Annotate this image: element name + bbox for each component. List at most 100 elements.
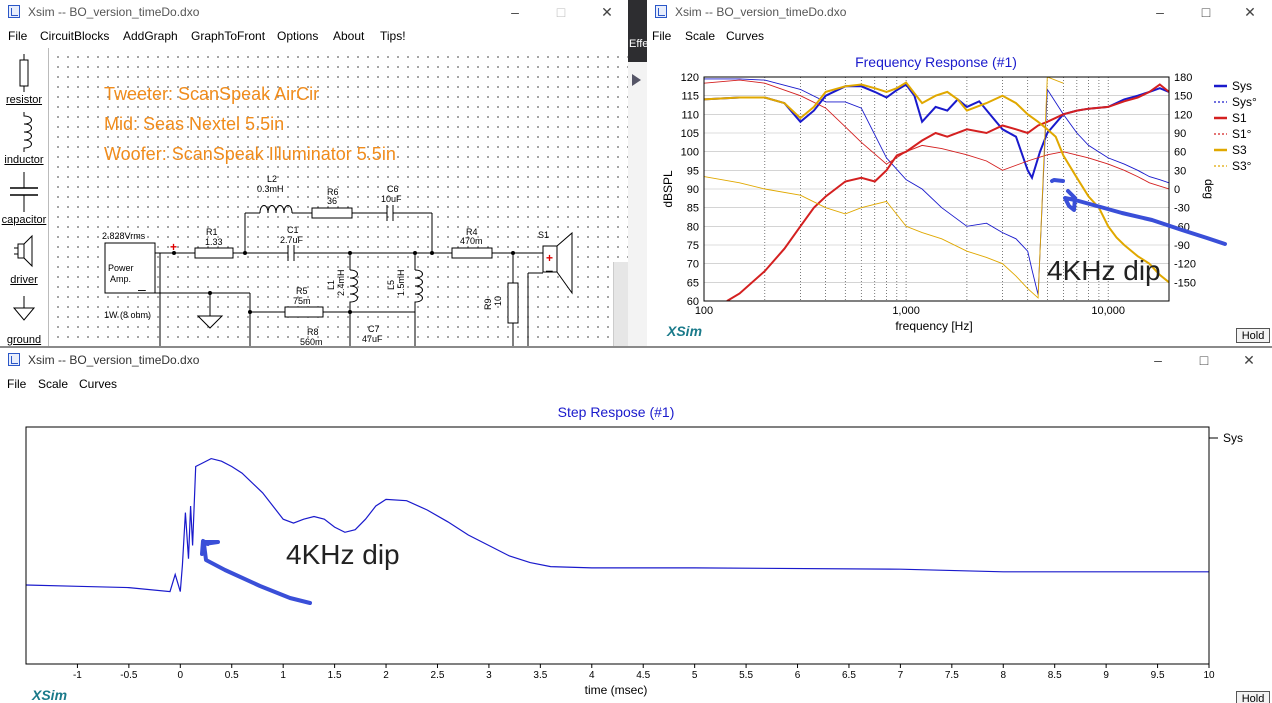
power-amp[interactable] bbox=[104, 242, 156, 294]
x-tick-label: 6.5 bbox=[842, 670, 856, 681]
label-c1-value: 2.7uF bbox=[280, 235, 304, 245]
tool-driver[interactable]: driver bbox=[0, 232, 48, 292]
maximize-button[interactable]: □ bbox=[1199, 352, 1209, 368]
maximize-button[interactable]: □ bbox=[556, 4, 566, 20]
close-button[interactable]: ✕ bbox=[1243, 352, 1255, 368]
x-tick-label: 7.5 bbox=[945, 670, 959, 681]
menu-options[interactable]: Options bbox=[277, 29, 319, 43]
resistor-r5[interactable] bbox=[284, 306, 324, 318]
x-tick-label: -0.5 bbox=[120, 670, 138, 681]
tool-capacitor-label: capacitor bbox=[1, 214, 47, 226]
resistor-r9[interactable] bbox=[507, 282, 519, 324]
schematic-window: Xsim -- BO_version_timeDo.dxo – □ ✕ File… bbox=[0, 0, 628, 346]
tool-ground[interactable]: ground bbox=[0, 292, 48, 346]
x-tick-label: 8.5 bbox=[1048, 670, 1062, 681]
tool-inductor-label: inductor bbox=[4, 154, 44, 166]
label-c7-value: 47uF bbox=[362, 334, 383, 344]
menu-graphtofront[interactable]: GraphToFront bbox=[191, 29, 266, 43]
frequency-menubar: File Scale Curves bbox=[647, 24, 1272, 48]
x-tick-label: 10,000 bbox=[1091, 305, 1125, 317]
x-tick-label: -1 bbox=[73, 670, 82, 681]
x-tick-label: 9.5 bbox=[1151, 670, 1165, 681]
plot-frame bbox=[703, 76, 1170, 302]
label-l2-name: L2 bbox=[267, 174, 277, 184]
close-button[interactable]: ✕ bbox=[1244, 4, 1256, 20]
canvas-scrollbar[interactable] bbox=[613, 262, 628, 346]
resistor-icon bbox=[19, 54, 29, 92]
label-l5-name: L5 bbox=[386, 280, 396, 290]
maximize-button[interactable]: □ bbox=[1201, 4, 1211, 20]
label-c7-name: C7 bbox=[368, 324, 380, 334]
tool-inductor[interactable]: inductor bbox=[0, 112, 48, 172]
resistor-r6[interactable] bbox=[311, 207, 353, 219]
label-r9-value: 10 bbox=[493, 296, 503, 306]
minimize-button[interactable]: – bbox=[1154, 352, 1162, 368]
x-tick-label: 9 bbox=[1103, 670, 1109, 681]
tool-resistor-label: resistor bbox=[5, 94, 43, 106]
label-l5-value: 1.5mH bbox=[396, 269, 406, 296]
menu-scale[interactable]: Scale bbox=[38, 377, 69, 391]
menu-tips[interactable]: Tips! bbox=[380, 29, 406, 43]
label-r4-value: 470m bbox=[460, 236, 483, 246]
x-tick-label: 7 bbox=[898, 670, 904, 681]
label-r8-name: R8 bbox=[307, 327, 319, 337]
step-titlebar: Xsim -- BO_version_timeDo.dxo – □ ✕ bbox=[0, 348, 1272, 372]
resistor-r4[interactable] bbox=[451, 247, 493, 259]
resistor-r1[interactable] bbox=[194, 247, 234, 259]
menu-addgraph[interactable]: AddGraph bbox=[123, 29, 178, 43]
minimize-button[interactable]: – bbox=[1156, 4, 1164, 20]
chart-title: Step Respose (#1) bbox=[558, 404, 675, 420]
menu-file[interactable]: File bbox=[652, 29, 672, 43]
menu-curves[interactable]: Curves bbox=[726, 29, 765, 43]
x-tick-label: 1.5 bbox=[328, 670, 342, 681]
label-c6-name: C6 bbox=[387, 184, 399, 194]
series-line-s3-phase bbox=[704, 77, 1064, 299]
minimize-button[interactable]: – bbox=[511, 4, 519, 20]
ground-symbol[interactable] bbox=[196, 315, 224, 329]
y-tick-label: 110 bbox=[681, 109, 699, 121]
menu-about[interactable]: About bbox=[333, 29, 365, 43]
label-r1-value: 1.33 bbox=[205, 237, 223, 247]
y2-tick-label: 30 bbox=[1174, 165, 1186, 177]
menu-scale[interactable]: Scale bbox=[685, 29, 716, 43]
schematic-canvas[interactable]: Tweeter: ScanSpeak AirCir Mid: Seas Next… bbox=[50, 48, 628, 346]
menu-curves[interactable]: Curves bbox=[79, 377, 118, 391]
ground-icon bbox=[12, 296, 36, 321]
menu-file[interactable]: File bbox=[7, 377, 27, 391]
hold-button[interactable]: Hold bbox=[1236, 691, 1270, 703]
inductor-l2[interactable] bbox=[259, 205, 293, 214]
legend-label: S1° bbox=[1232, 127, 1252, 141]
y2-tick-label: -150 bbox=[1174, 277, 1196, 289]
x-tick-label: 5.5 bbox=[739, 670, 753, 681]
close-button[interactable]: ✕ bbox=[601, 4, 613, 20]
tool-capacitor[interactable]: capacitor bbox=[0, 172, 48, 232]
menu-circuitblocks[interactable]: CircuitBlocks bbox=[40, 29, 110, 43]
step-response-chart[interactable]: Step Respose (#1) -1 -0.5 0 0.5 1 1.5 2 2.5 3 3.5… bbox=[0, 396, 1272, 703]
label-r6-name: R6 bbox=[327, 187, 339, 197]
chart-ticks: 100 1,000 10,000 120 115 110 105 100 95 90 85 80 75 7… bbox=[681, 72, 1196, 317]
y2-tick-label: 120 bbox=[1174, 109, 1192, 121]
frequency-response-chart[interactable]: Frequency Response (#1) 100 1,000 10,000 12… bbox=[647, 48, 1272, 346]
tool-ground-label: ground bbox=[6, 334, 42, 346]
y-tick-label: 85 bbox=[687, 203, 699, 215]
capacitor-icon bbox=[10, 172, 38, 212]
note-tweeter: Tweeter: ScanSpeak AirCir bbox=[104, 84, 320, 104]
menu-file[interactable]: File bbox=[8, 29, 28, 43]
y-tick-label: 65 bbox=[687, 277, 699, 289]
chart-legend: Sys Sys° S1 S1° S3 S3° bbox=[1214, 79, 1257, 173]
hold-button[interactable]: Hold bbox=[1236, 328, 1270, 343]
series-line-sys bbox=[25, 457, 1209, 593]
x-tick-label: 10 bbox=[1203, 670, 1215, 681]
inductor-l1[interactable] bbox=[349, 269, 358, 314]
label-r1-name: R1 bbox=[206, 227, 218, 237]
annotation-text: 4KHz dip bbox=[1047, 255, 1161, 286]
x-axis-label: frequency [Hz] bbox=[895, 319, 972, 333]
label-r6-value: 36 bbox=[327, 196, 337, 206]
y-tick-label: 100 bbox=[681, 147, 699, 159]
label-r9-name: R9 bbox=[483, 298, 493, 310]
tool-resistor[interactable]: resistor bbox=[0, 54, 48, 114]
label-c1-name: C1 bbox=[287, 225, 299, 235]
inductor-l5[interactable] bbox=[414, 269, 423, 314]
x-tick-label: 2.5 bbox=[431, 670, 445, 681]
chart-series bbox=[25, 457, 1209, 593]
